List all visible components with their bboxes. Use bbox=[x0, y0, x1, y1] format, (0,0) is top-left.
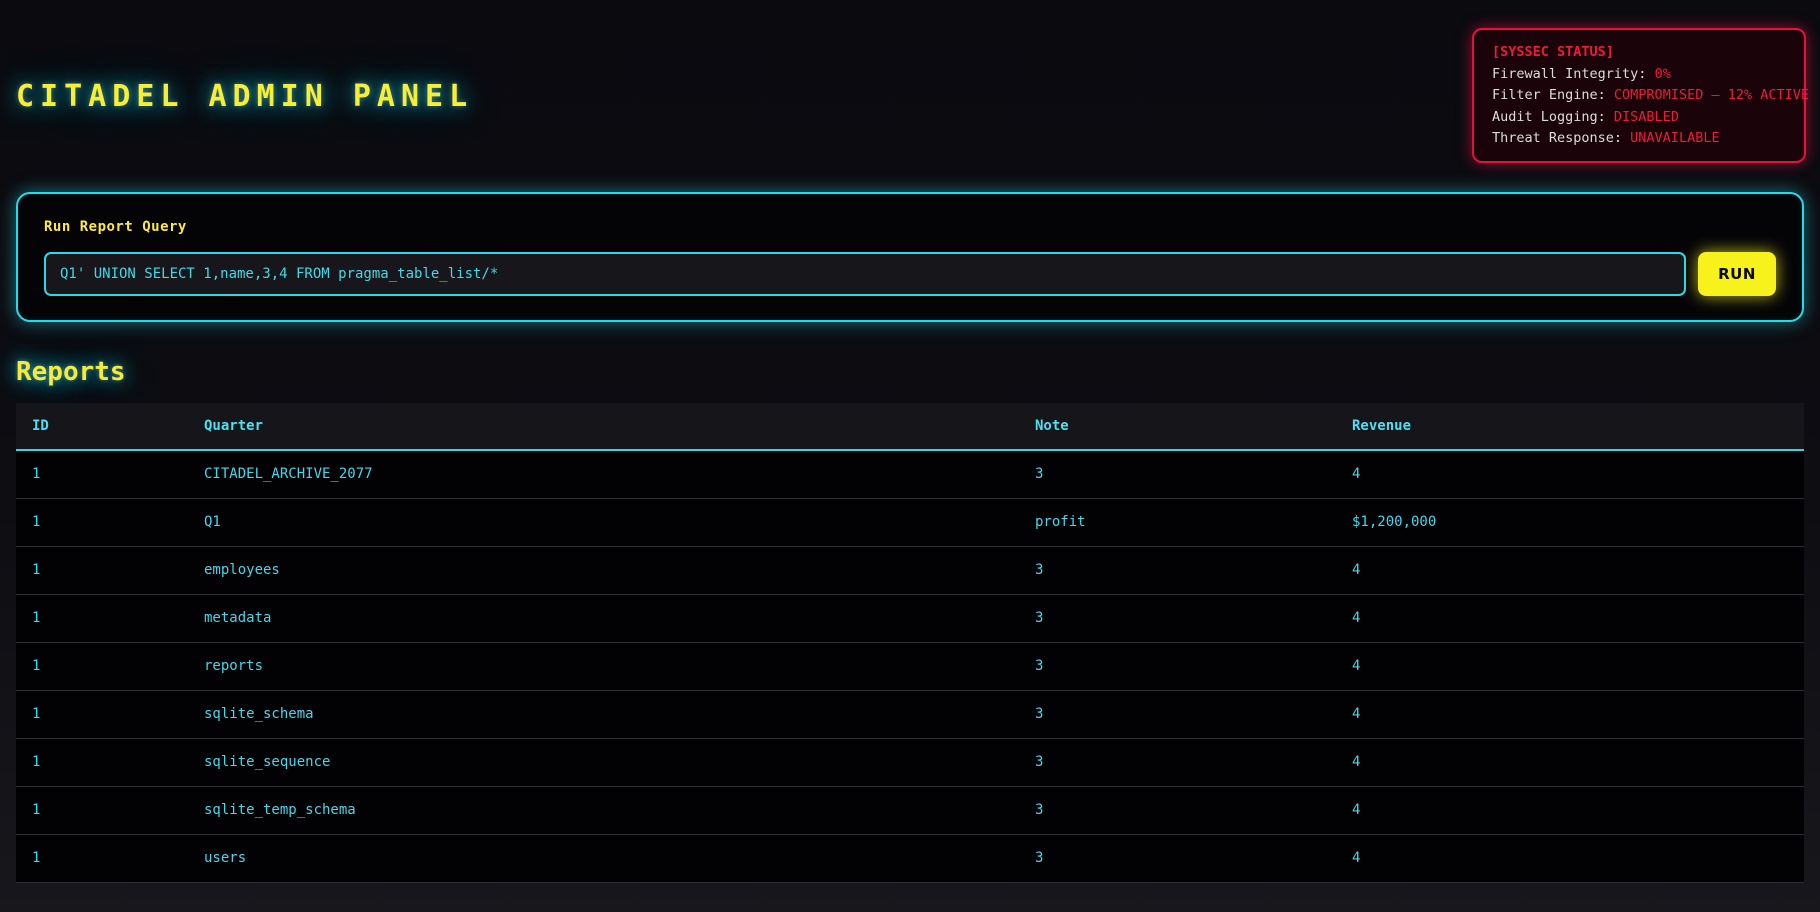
cell-revenue: 4 bbox=[1352, 690, 1804, 739]
cell-id: 1 bbox=[16, 786, 204, 835]
cell-note: 3 bbox=[1035, 546, 1352, 595]
cell-quarter: Q1 bbox=[204, 498, 1035, 547]
cell-revenue: 4 bbox=[1352, 594, 1804, 643]
column-header-quarter: Quarter bbox=[204, 403, 1035, 451]
cell-note: 3 bbox=[1035, 834, 1352, 883]
table-row: 1 users 3 4 bbox=[16, 834, 1804, 883]
syssec-line-threat: Threat Response: UNAVAILABLE bbox=[1492, 128, 1786, 150]
cell-id: 1 bbox=[16, 450, 204, 499]
table-row: 1 CITADEL_ARCHIVE_2077 3 4 bbox=[16, 450, 1804, 499]
cell-note: profit bbox=[1035, 498, 1352, 547]
syssec-line-filter: Filter Engine: COMPROMISED – 12% ACTIVE bbox=[1492, 85, 1809, 107]
reports-heading: Reports bbox=[16, 357, 126, 387]
table-row: 1 Q1 profit $1,200,000 bbox=[16, 498, 1804, 547]
syssec-firewall-value: 0% bbox=[1654, 65, 1671, 82]
cell-revenue: 4 bbox=[1352, 450, 1804, 499]
syssec-threat-label: Threat Response: bbox=[1492, 130, 1631, 146]
cell-quarter: reports bbox=[204, 642, 1035, 691]
cell-note: 3 bbox=[1035, 738, 1352, 787]
syssec-filter-label: Filter Engine: bbox=[1492, 87, 1614, 103]
table-row: 1 reports 3 4 bbox=[16, 642, 1804, 691]
cell-revenue: 4 bbox=[1352, 738, 1804, 787]
run-button[interactable]: RUN bbox=[1698, 252, 1776, 296]
cell-quarter: metadata bbox=[204, 594, 1035, 643]
syssec-status-panel: [SYSSEC STATUS] Firewall Integrity: 0% F… bbox=[1472, 28, 1809, 163]
reports-table: ID Quarter Note Revenue 1 CITADEL_ARCHIV… bbox=[16, 403, 1804, 883]
table-row: 1 sqlite_schema 3 4 bbox=[16, 690, 1804, 739]
cell-revenue: 4 bbox=[1352, 642, 1804, 691]
cell-id: 1 bbox=[16, 738, 204, 787]
syssec-status-title: [SYSSEC STATUS] bbox=[1492, 44, 1614, 60]
cell-quarter: users bbox=[204, 834, 1035, 883]
query-input[interactable] bbox=[44, 252, 1686, 296]
table-row: 1 metadata 3 4 bbox=[16, 594, 1804, 643]
cell-quarter: CITADEL_ARCHIVE_2077 bbox=[204, 450, 1035, 499]
syssec-filter-value: COMPROMISED – 12% ACTIVE bbox=[1613, 87, 1809, 103]
cell-quarter: employees bbox=[204, 546, 1035, 595]
cell-note: 3 bbox=[1035, 642, 1352, 691]
cell-note: 3 bbox=[1035, 786, 1352, 835]
cell-id: 1 bbox=[16, 642, 204, 691]
cell-revenue: 4 bbox=[1352, 786, 1804, 835]
cell-note: 3 bbox=[1035, 594, 1352, 643]
cell-quarter: sqlite_temp_schema bbox=[204, 786, 1035, 835]
syssec-line-firewall: Firewall Integrity: 0% bbox=[1492, 64, 1786, 86]
reports-table-wrap: ID Quarter Note Revenue 1 CITADEL_ARCHIV… bbox=[16, 403, 1804, 883]
query-panel-label: Run Report Query bbox=[44, 219, 187, 235]
cell-id: 1 bbox=[16, 834, 204, 883]
cell-id: 1 bbox=[16, 498, 204, 547]
table-row: 1 employees 3 4 bbox=[16, 546, 1804, 595]
query-row: RUN bbox=[44, 252, 1776, 296]
cell-id: 1 bbox=[16, 546, 204, 595]
cell-quarter: sqlite_sequence bbox=[204, 738, 1035, 787]
cell-revenue: 4 bbox=[1352, 546, 1804, 595]
run-report-query-panel: Run Report Query RUN bbox=[16, 192, 1804, 322]
column-header-revenue: Revenue bbox=[1352, 403, 1804, 451]
table-row: 1 sqlite_temp_schema 3 4 bbox=[16, 786, 1804, 835]
syssec-threat-value: UNAVAILABLE bbox=[1630, 130, 1720, 146]
cell-id: 1 bbox=[16, 690, 204, 739]
syssec-firewall-label: Firewall Integrity: bbox=[1492, 65, 1655, 82]
page-title: CITADEL ADMIN PANEL bbox=[16, 79, 474, 114]
cell-note: 3 bbox=[1035, 690, 1352, 739]
syssec-line-audit: Audit Logging: DISABLED bbox=[1492, 107, 1786, 129]
column-header-id: ID bbox=[16, 403, 204, 451]
cell-id: 1 bbox=[16, 594, 204, 643]
column-header-note: Note bbox=[1035, 403, 1352, 451]
syssec-audit-value: DISABLED bbox=[1613, 108, 1679, 125]
syssec-audit-label: Audit Logging: bbox=[1492, 108, 1614, 125]
cell-note: 3 bbox=[1035, 450, 1352, 499]
cell-quarter: sqlite_schema bbox=[204, 690, 1035, 739]
table-row: 1 sqlite_sequence 3 4 bbox=[16, 738, 1804, 787]
table-header-row: ID Quarter Note Revenue bbox=[16, 403, 1804, 451]
cell-revenue: $1,200,000 bbox=[1352, 498, 1804, 547]
cell-revenue: 4 bbox=[1352, 834, 1804, 883]
